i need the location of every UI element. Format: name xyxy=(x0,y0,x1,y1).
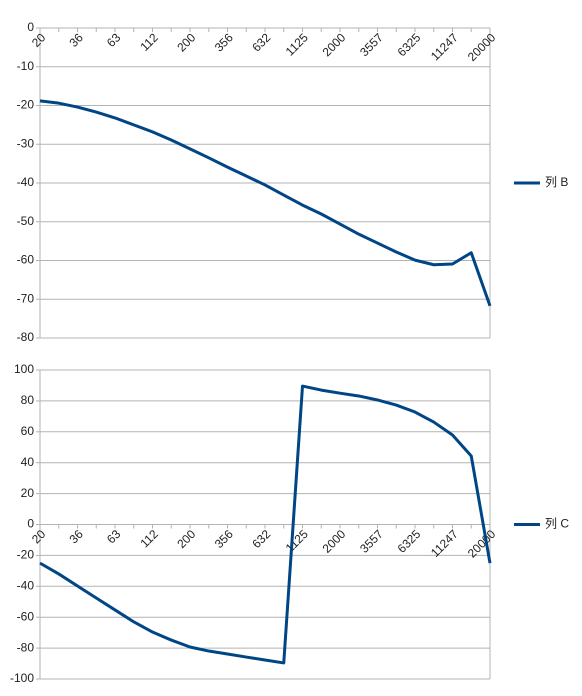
y-tick-label: -60 xyxy=(17,253,35,267)
x-tick-label: 1125 xyxy=(283,527,311,555)
series-line xyxy=(39,384,492,665)
y-tick-label: -20 xyxy=(17,548,35,562)
x-tick-label: 36 xyxy=(67,30,87,50)
x-tick-label: 356 xyxy=(212,527,236,551)
x-tick-label: 1125 xyxy=(283,30,311,58)
x-tick-label: 3557 xyxy=(357,527,386,556)
y-tick-label: -70 xyxy=(17,291,35,305)
y-tick-label: -100 xyxy=(10,671,34,685)
x-tick-label: 2000 xyxy=(320,30,349,59)
x-tick-label: 6325 xyxy=(395,30,424,59)
y-tick-label: -20 xyxy=(17,98,35,112)
x-tick-label: 63 xyxy=(104,30,124,50)
y-tick-label: 100 xyxy=(14,362,34,376)
legend-label: 列 B xyxy=(545,175,568,189)
x-tick-label: 6325 xyxy=(395,527,424,556)
y-tick-label: 40 xyxy=(21,455,35,469)
y-tick-label: 20 xyxy=(21,486,35,500)
y-tick-label: -10 xyxy=(17,59,35,73)
x-tick-label: 112 xyxy=(137,30,161,54)
y-tick-label: -80 xyxy=(17,330,35,344)
x-tick-label: 11247 xyxy=(428,30,461,63)
y-tick-label: -40 xyxy=(17,175,35,189)
y-tick-label: 0 xyxy=(27,517,34,531)
x-tick-label: 200 xyxy=(174,30,198,54)
x-tick-label: 356 xyxy=(212,30,236,54)
y-tick-label: -40 xyxy=(17,578,35,592)
series-line xyxy=(39,99,492,307)
y-tick-label: 80 xyxy=(21,393,35,407)
y-tick-label: -80 xyxy=(17,640,35,654)
x-tick-label: 632 xyxy=(249,527,273,551)
x-tick-label: 63 xyxy=(104,527,124,547)
x-tick-label: 112 xyxy=(137,527,161,551)
x-tick-label: 20000 xyxy=(465,30,499,64)
x-tick-label: 11247 xyxy=(428,527,461,560)
x-tick-label: 36 xyxy=(67,527,87,547)
y-tick-label: 60 xyxy=(21,424,35,438)
x-tick-label: 632 xyxy=(249,30,273,54)
y-tick-label: 0 xyxy=(27,20,34,34)
x-tick-label: 200 xyxy=(174,527,198,551)
y-tick-label: -60 xyxy=(17,609,35,623)
y-tick-label: -30 xyxy=(17,136,35,150)
legend-label: 列 C xyxy=(545,517,569,531)
x-tick-label: 3557 xyxy=(357,30,386,59)
y-tick-label: -50 xyxy=(17,214,35,228)
x-tick-label: 2000 xyxy=(320,527,349,556)
